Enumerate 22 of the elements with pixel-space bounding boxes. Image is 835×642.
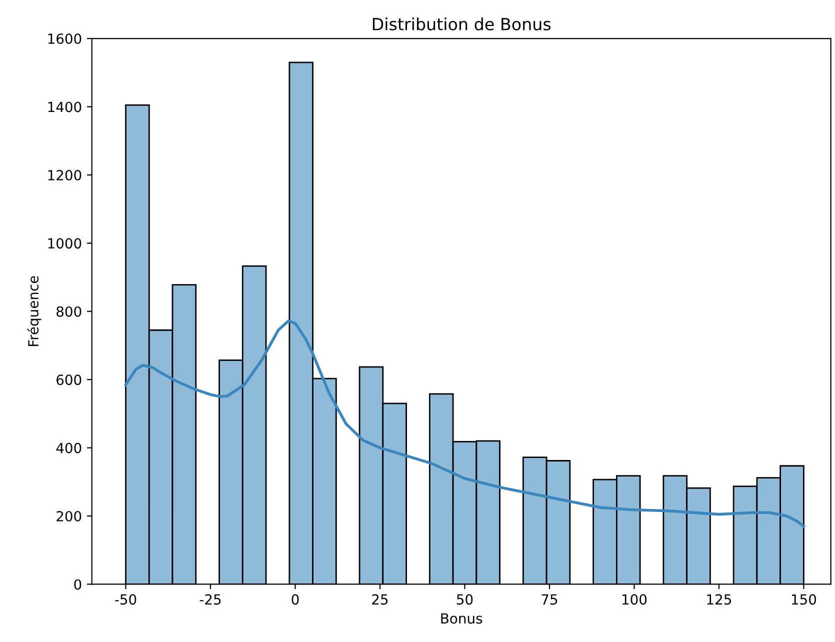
- y-tick-label: 400: [56, 442, 82, 454]
- line-series: [124, 320, 806, 528]
- x-tick-label: 0: [292, 594, 299, 605]
- x-tick-label: -25: [200, 594, 221, 605]
- x-tick-label: -50: [115, 594, 136, 605]
- x-tick-label: 50: [456, 594, 473, 605]
- y-tick-label: 1000: [48, 238, 82, 249]
- chart-title: Distribution de Bonus: [372, 18, 551, 30]
- x-tick-label: 125: [707, 594, 732, 605]
- x-tick-label: 100: [622, 594, 647, 605]
- y-tick-label: 800: [56, 306, 82, 317]
- x-tick-label: 150: [792, 594, 816, 605]
- x-tick-label: 25: [372, 594, 388, 605]
- y-tick-label: 0: [74, 579, 82, 590]
- y-tick-label: 1400: [48, 102, 82, 112]
- y-tick-label: 200: [56, 510, 82, 522]
- x-tick-label: 75: [542, 594, 558, 605]
- y-axis-title: Fréquence: [27, 276, 42, 346]
- y-tick-label: 1600: [48, 33, 82, 44]
- y-tick-label: 1200: [48, 170, 82, 180]
- x-axis-title: Bonus: [441, 613, 482, 624]
- y-tick-label: 600: [56, 374, 82, 386]
